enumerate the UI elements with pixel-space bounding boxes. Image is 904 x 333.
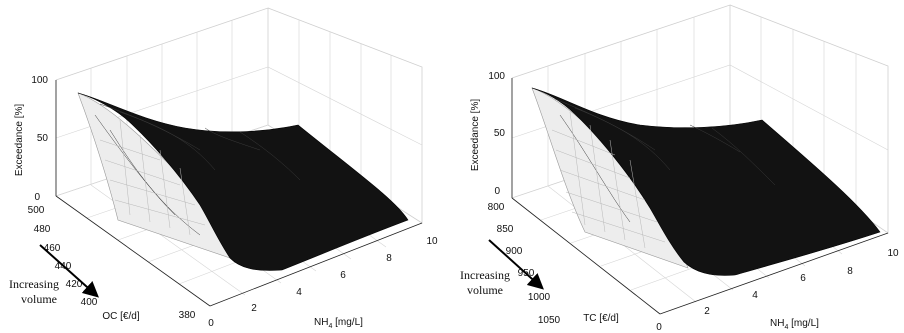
left-x-tick: 8 xyxy=(386,253,392,264)
right-y-tick: 800 xyxy=(488,202,505,213)
right-z-tick: 50 xyxy=(494,128,506,139)
right-x-tick: 4 xyxy=(752,290,758,301)
right-y-ticks: 800 850 900 950 1000 1050 xyxy=(488,202,561,326)
right-x-ticks: 0 2 4 6 8 10 xyxy=(656,248,899,333)
right-annotation-line2: volume xyxy=(467,283,503,297)
right-panel: 0 50 100 Exceedance [%] 800 850 900 950 … xyxy=(460,4,899,333)
left-x-tick: 0 xyxy=(208,318,214,329)
left-y-label: OC [€/d] xyxy=(102,311,139,322)
right-z-tick: 0 xyxy=(494,186,500,197)
left-z-label: Exceedance [%] xyxy=(14,104,25,176)
left-volume-arrow xyxy=(39,244,99,298)
right-y-label: TC [€/d] xyxy=(583,313,619,324)
left-z-ticks: 0 50 100 xyxy=(31,75,48,203)
left-axes xyxy=(55,80,423,307)
left-panel: 0 50 100 Exceedance [%] 500 480 460 440 … xyxy=(9,7,438,330)
right-x-tick: 10 xyxy=(887,248,899,259)
left-x-label: NH4 [mg/L] xyxy=(314,317,363,330)
left-surface-dark xyxy=(77,92,409,271)
right-x-label-sub: 4 xyxy=(784,324,788,331)
left-x-tick: 6 xyxy=(340,270,346,281)
right-x-label: NH4 [mg/L] xyxy=(770,318,819,331)
left-annotation-line2: volume xyxy=(21,292,57,306)
right-y-tick: 1000 xyxy=(528,292,551,303)
right-z-label: Exceedance [%] xyxy=(470,99,481,171)
left-x-label-main: NH xyxy=(314,317,328,328)
left-z-tick: 50 xyxy=(37,133,49,144)
right-surface xyxy=(531,87,881,276)
left-x-ticks: 0 2 4 6 8 10 xyxy=(208,236,438,329)
left-x-tick: 2 xyxy=(251,303,257,314)
right-x-tick: 6 xyxy=(800,273,806,284)
left-surface xyxy=(77,92,409,271)
left-y-tick: 400 xyxy=(81,297,98,308)
right-volume-arrow xyxy=(488,239,544,290)
left-x-tick: 10 xyxy=(426,236,438,247)
left-z-tick: 0 xyxy=(34,192,40,203)
left-x-label-unit: [mg/L] xyxy=(332,317,363,328)
left-y-tick: 480 xyxy=(34,224,51,235)
right-surface-dark xyxy=(531,87,881,276)
right-x-label-main: NH xyxy=(770,318,784,329)
right-y-tick: 850 xyxy=(497,224,514,235)
left-annotation-line1: Increasing xyxy=(9,277,59,291)
left-y-tick: 420 xyxy=(66,279,83,290)
right-x-tick: 8 xyxy=(847,266,853,277)
right-z-tick: 100 xyxy=(488,71,505,82)
right-x-tick: 0 xyxy=(656,322,662,333)
left-y-tick: 460 xyxy=(44,243,61,254)
left-z-tick: 100 xyxy=(31,75,48,86)
left-y-tick: 380 xyxy=(179,310,196,321)
right-z-ticks: 0 50 100 xyxy=(488,71,505,197)
right-x-label-unit: [mg/L] xyxy=(788,318,819,329)
left-x-tick: 4 xyxy=(296,287,302,298)
right-y-tick: 1050 xyxy=(538,315,561,326)
right-axes xyxy=(511,78,889,315)
left-y-tick: 500 xyxy=(28,205,45,216)
right-y-tick: 900 xyxy=(506,246,523,257)
left-x-label-sub: 4 xyxy=(328,323,332,330)
right-annotation-line1: Increasing xyxy=(460,268,510,282)
right-x-tick: 2 xyxy=(704,306,710,317)
